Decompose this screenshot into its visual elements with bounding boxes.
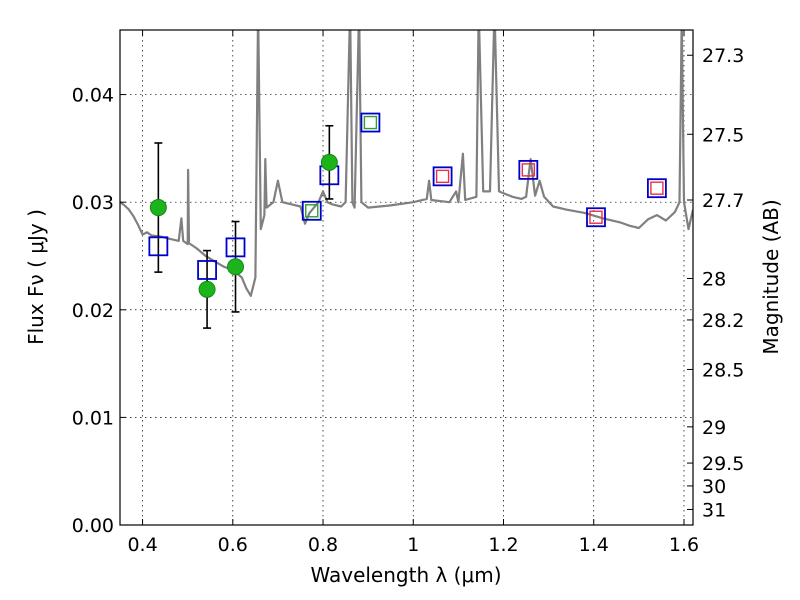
- x-tick-label: 0.4: [127, 534, 157, 556]
- model-point: [518, 159, 539, 180]
- y2-axis-label: Magnitude (AB): [759, 199, 783, 354]
- x-axis-label: Wavelength λ (μm): [310, 563, 501, 587]
- upper-limit-point: [305, 204, 319, 218]
- mag-tick-label: 29: [702, 417, 726, 439]
- upper-limit-point: [589, 210, 603, 224]
- upper-limit-point: [521, 163, 536, 177]
- observed-point: [227, 258, 245, 276]
- observed-point: [198, 280, 216, 298]
- ticks: 0.4 0.6 0.8 1 1.2 1.4 1.6 0.00 0.01 0.02 0.03 0.04 2…: [72, 30, 744, 556]
- mag-tick-label: 28.2: [702, 310, 744, 332]
- mag-tick-label: 31: [702, 499, 726, 521]
- mag-tick-label: 28: [702, 268, 726, 290]
- series-layer: [120, 30, 693, 329]
- model-point: [301, 200, 322, 221]
- mag-tick-label: 28.5: [702, 359, 744, 381]
- observed-point: [149, 199, 167, 217]
- y-tick-label: 0.04: [72, 85, 114, 107]
- mag-tick-label: 27.5: [702, 124, 744, 146]
- spectrum-line: [120, 30, 693, 297]
- model-point: [197, 260, 217, 280]
- x-tick-label: 1.2: [488, 534, 518, 556]
- y-axis-label: Flux Fν ( μJy ): [24, 209, 48, 345]
- model-point: [586, 207, 606, 228]
- x-tick-label: 1: [407, 534, 419, 556]
- mag-tick-label: 27.3: [702, 45, 744, 67]
- mag-tick-label: 27.7: [702, 190, 744, 212]
- mag-tick-label: 29.5: [702, 453, 744, 475]
- model-point: [148, 236, 169, 257]
- plot-background: [120, 30, 693, 525]
- upper-limit-point: [363, 115, 378, 130]
- model-point: [432, 166, 453, 187]
- x-tick-label: 0.8: [308, 534, 338, 556]
- mag-tick-label: 30: [702, 476, 726, 498]
- model-point: [225, 237, 246, 258]
- x-tick-label: 1.4: [579, 534, 609, 556]
- y-tick-label: 0.02: [72, 300, 114, 322]
- x-tick-label: 1.6: [669, 534, 699, 556]
- upper-limit-point: [435, 169, 450, 184]
- y-tick-label: 0.00: [72, 515, 114, 537]
- upper-limit-point: [650, 181, 664, 195]
- y-tick-label: 0.01: [72, 407, 114, 429]
- model-point: [360, 112, 381, 133]
- observed-point: [320, 153, 338, 171]
- model-point: [647, 178, 667, 199]
- y-tick-label: 0.03: [72, 192, 114, 214]
- plot-frame: [119, 29, 694, 526]
- x-tick-label: 0.6: [218, 534, 248, 556]
